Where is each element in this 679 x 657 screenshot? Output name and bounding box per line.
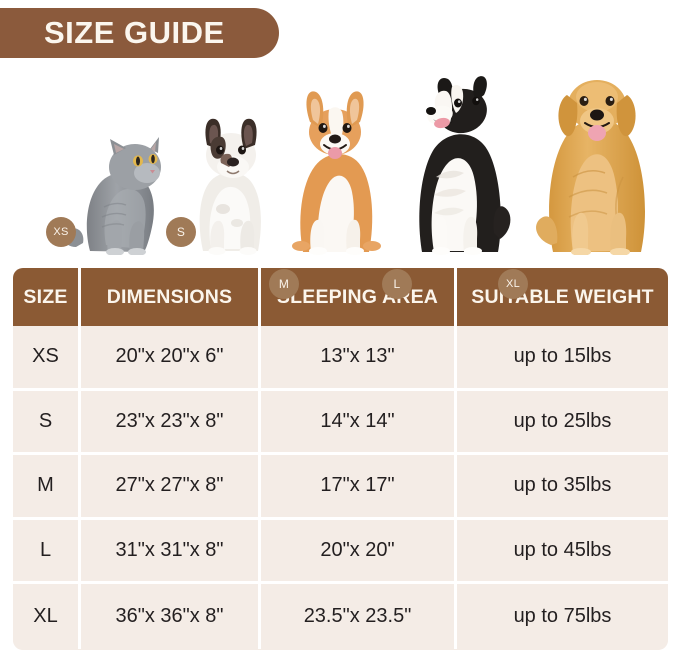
cell-weight: up to 45lbs xyxy=(457,520,668,585)
size-badge-s: S xyxy=(166,217,196,247)
animal-illustration-strip: XS xyxy=(0,55,679,299)
cell-dimensions: 31"x 31"x 8" xyxy=(81,519,261,585)
column-header-suitable-weight: SUITABLE WEIGHT xyxy=(471,285,654,308)
animal-figure-l xyxy=(400,67,520,255)
animal-figure-xs xyxy=(52,125,177,255)
animal-figure-xl xyxy=(527,57,667,255)
border-collie-illustration xyxy=(419,76,511,255)
golden-retriever-illustration xyxy=(536,80,645,255)
cell-weight: up to 15lbs xyxy=(457,326,668,391)
table-header-row: SIZE DIMENSIONS SLEEPING AREA SUITABLE W… xyxy=(13,268,668,326)
size-badge-xs: XS xyxy=(46,217,76,247)
size-badge-m: M xyxy=(269,269,299,299)
pembroke-welsh-corgi-illustration xyxy=(292,91,381,255)
column-header-size: SIZE xyxy=(13,268,81,326)
cell-size: XS xyxy=(13,326,81,391)
column-header-dimensions: DIMENSIONS xyxy=(81,268,261,326)
cell-dimensions: 20"x 20"x 6" xyxy=(81,326,261,391)
cell-sleeping-area: 23.5"x 23.5" xyxy=(261,584,457,649)
cell-sleeping-area: 14"x 14" xyxy=(261,390,457,456)
cell-weight: up to 75lbs xyxy=(513,605,612,628)
cell-sleeping-area: 20"x 20" xyxy=(261,519,457,585)
cell-size: M xyxy=(13,455,81,520)
size-badge-xl: XL xyxy=(498,269,528,299)
table-row: XL 36"x 36"x 8" 23.5"x 23.5" up to 75lbs xyxy=(13,584,668,649)
cell-size: L xyxy=(13,519,81,585)
table-row: L 31"x 31"x 8" 20"x 20" up to 45lbs xyxy=(13,519,668,585)
cell-weight: up to 25lbs xyxy=(457,391,668,456)
table-row: S 23"x 23"x 8" 14"x 14" up to 25lbs xyxy=(13,390,668,456)
page-title: SIZE GUIDE xyxy=(44,15,225,50)
british-shorthair-cat-illustration xyxy=(63,137,161,255)
cell-dimensions: 27"x 27"x 8" xyxy=(81,455,261,520)
animal-figure-m xyxy=(277,80,395,255)
size-badge-l: L xyxy=(382,269,412,299)
cell-dimensions: 36"x 36"x 8" xyxy=(81,584,261,649)
size-guide-banner: SIZE GUIDE xyxy=(0,8,279,58)
french-bulldog-illustration xyxy=(199,118,261,255)
cell-size: XL xyxy=(13,584,81,649)
cell-sleeping-area: 13"x 13" xyxy=(261,326,457,391)
cell-size: S xyxy=(13,390,81,456)
cell-dimensions: 23"x 23"x 8" xyxy=(81,390,261,456)
table-row: M 27"x 27"x 8" 17"x 17" up to 35lbs xyxy=(13,455,668,520)
cell-sleeping-area: 17"x 17" xyxy=(261,455,457,520)
table-row: XS 20"x 20"x 6" 13"x 13" up to 15lbs xyxy=(13,326,668,391)
size-chart-table: SIZE DIMENSIONS SLEEPING AREA SUITABLE W… xyxy=(13,268,668,650)
cell-weight: up to 35lbs xyxy=(457,455,668,520)
animal-figure-s xyxy=(175,105,285,255)
